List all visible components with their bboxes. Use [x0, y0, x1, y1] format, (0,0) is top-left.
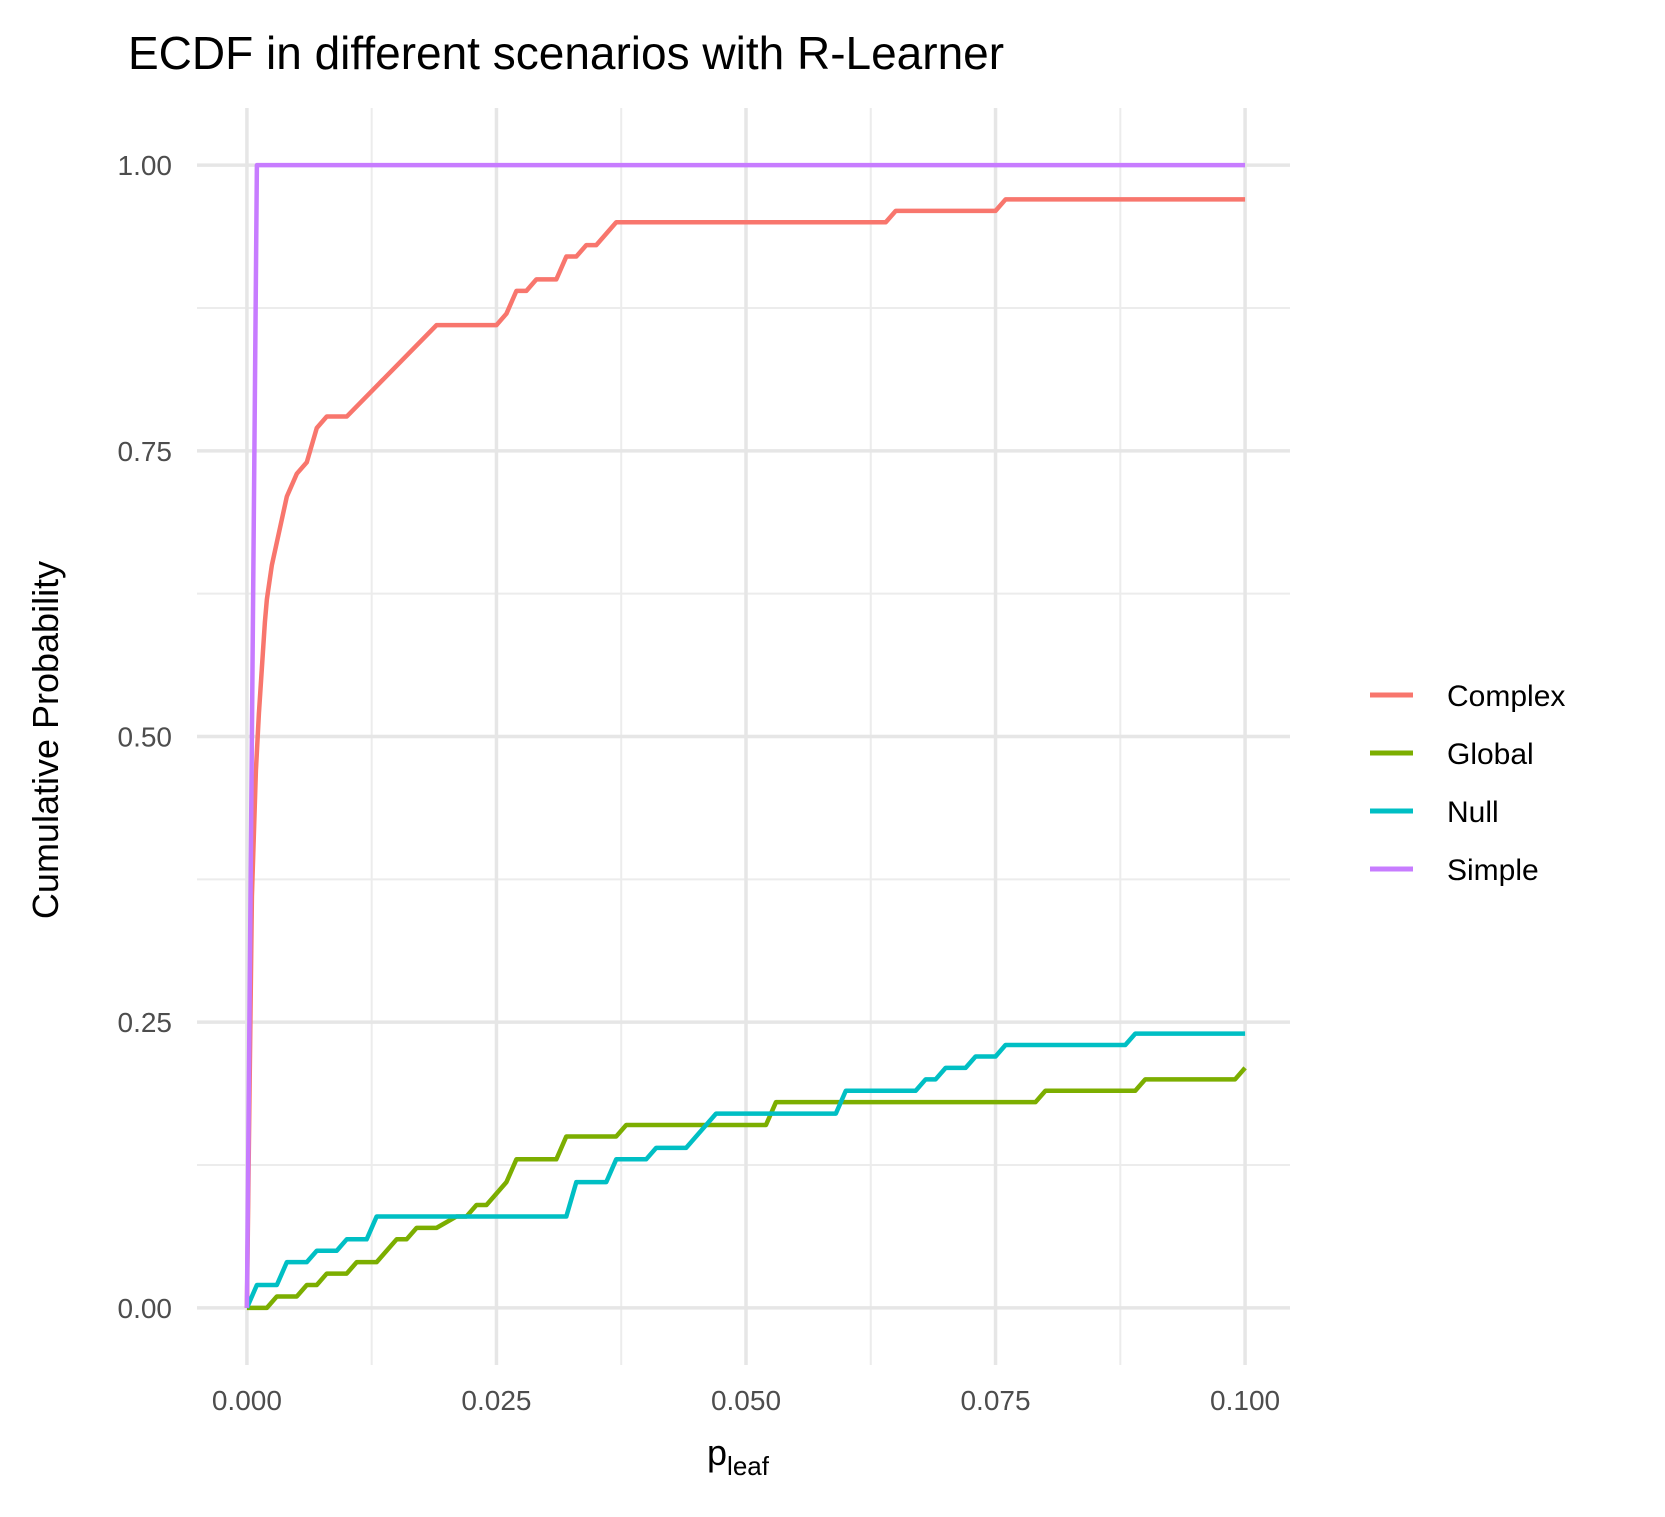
x-axis-title-main: p	[707, 1432, 727, 1473]
y-axis-title: Cumulative Probability	[25, 561, 66, 919]
chart-title: ECDF in different scenarios with R-Learn…	[128, 27, 1004, 79]
series-lines	[244, 162, 1247, 1311]
legend-label: Complex	[1447, 680, 1565, 713]
x-axis-title: pleaf	[707, 1432, 770, 1481]
legend: Complex Global Null Simple	[1370, 680, 1565, 887]
x-tick-label: 0.050	[711, 1385, 781, 1416]
legend-item-complex: Complex	[1370, 680, 1565, 713]
y-tick-label: 1.00	[118, 150, 173, 181]
x-tick-label: 0.075	[960, 1385, 1030, 1416]
legend-label: Null	[1447, 796, 1499, 829]
legend-label: Simple	[1447, 854, 1539, 887]
x-tick-label: 0.100	[1210, 1385, 1280, 1416]
y-axis-ticks: 0.00 0.25 0.50 0.75 1.00	[118, 150, 173, 1324]
x-axis-title-subscript: leaf	[727, 1451, 770, 1481]
y-tick-label: 0.75	[118, 436, 173, 467]
legend-item-null: Null	[1370, 796, 1499, 829]
y-tick-label: 0.00	[118, 1293, 173, 1324]
legend-item-simple: Simple	[1370, 854, 1539, 887]
x-tick-label: 0.025	[461, 1385, 531, 1416]
y-tick-label: 0.25	[118, 1007, 173, 1038]
series-line-simple	[244, 162, 1246, 1308]
series-line-null	[244, 1031, 1246, 1309]
x-tick-label: 0.000	[212, 1385, 282, 1416]
series-line-global	[246, 1066, 1247, 1311]
y-tick-label: 0.50	[118, 722, 173, 753]
x-axis-ticks: 0.000 0.025 0.050 0.075 0.100	[212, 1385, 1280, 1416]
legend-item-global: Global	[1370, 738, 1534, 771]
legend-label: Global	[1447, 738, 1534, 771]
series-line-complex	[244, 197, 1246, 1308]
major-gridlines	[197, 108, 1290, 1365]
